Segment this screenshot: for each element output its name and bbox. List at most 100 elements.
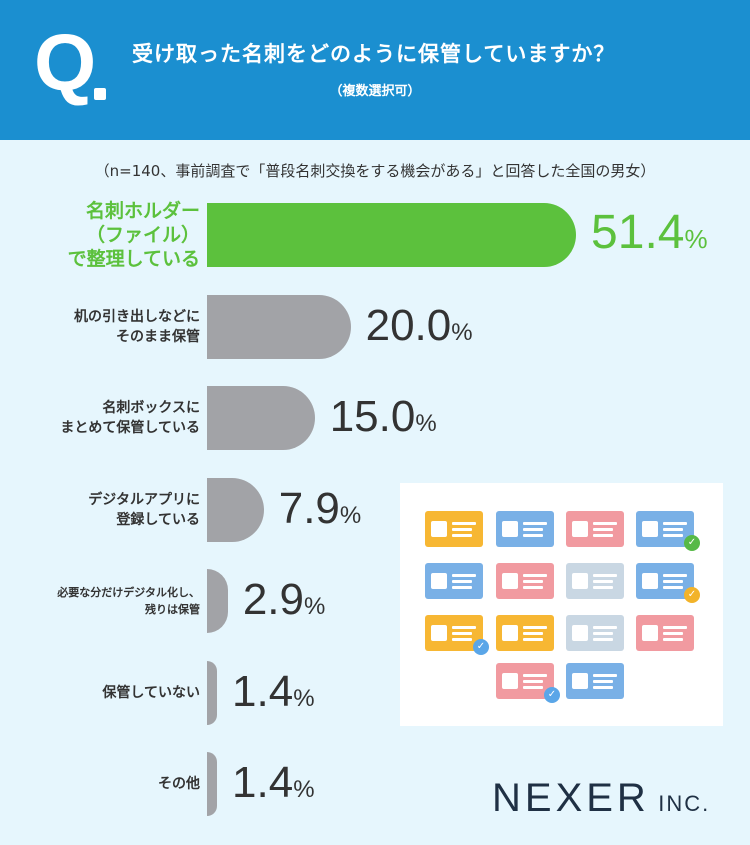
text-line-icon — [593, 574, 617, 577]
value-unit: % — [339, 501, 362, 529]
value-number: 7.9 — [278, 483, 340, 533]
business-card-icon — [566, 511, 624, 547]
avatar-icon — [642, 521, 658, 537]
business-card-icon — [636, 563, 694, 599]
avatar-icon — [431, 521, 447, 537]
avatar-icon — [572, 573, 588, 589]
text-line-icon — [452, 574, 476, 577]
avatar-icon — [642, 573, 658, 589]
text-line-icon — [452, 522, 476, 525]
text-line-icon — [593, 580, 613, 583]
value-unit: % — [303, 593, 326, 620]
business-card-icon — [425, 563, 483, 599]
text-line-icon — [523, 686, 543, 689]
bar — [207, 477, 264, 542]
value-label: 15.0% — [330, 392, 437, 442]
text-line-icon — [452, 534, 472, 537]
business-card-icon — [496, 563, 554, 599]
value-number: 2.9 — [242, 575, 304, 624]
value-number: 1.4 — [232, 666, 294, 716]
sample-note: （n=140、事前調査で「普段名刺交換をする機会がある」と回答した全国の男女） — [94, 162, 656, 180]
text-line-icon — [452, 580, 472, 583]
value-number: 20.0 — [365, 300, 452, 350]
text-line-icon — [663, 586, 683, 589]
text-line-icon — [593, 680, 613, 683]
value-label: 20.0% — [366, 301, 473, 351]
avatar-icon — [502, 573, 518, 589]
text-line-icon — [523, 638, 543, 641]
value-label: 1.4% — [232, 758, 315, 808]
business-card-icon — [636, 615, 694, 651]
value-label: 1.4% — [232, 667, 315, 717]
q-dot — [94, 88, 106, 100]
avatar-icon — [572, 625, 588, 641]
category-label: 机の引き出しなどに そのまま保管 — [74, 308, 200, 345]
text-line-icon — [593, 686, 613, 689]
text-line-icon — [523, 586, 543, 589]
avatar-icon — [431, 625, 447, 641]
value-number: 1.4 — [232, 758, 294, 807]
logo-main: NEXER — [492, 776, 650, 820]
avatar-icon — [502, 521, 518, 537]
check-icon: ✓ — [473, 639, 489, 655]
avatar-icon — [502, 625, 518, 641]
question-header: Q 受け取った名刺をどのように保管していますか？ （複数選択可） — [0, 0, 750, 140]
value-unit: % — [451, 318, 473, 346]
nexer-logo: NEXER INC. — [492, 776, 710, 821]
bar — [207, 203, 577, 267]
avatar-icon — [642, 625, 658, 641]
text-line-icon — [593, 638, 613, 641]
text-line-icon — [523, 574, 547, 577]
value-label: 51.4% — [591, 205, 708, 260]
text-line-icon — [523, 626, 547, 629]
category-label: 必要な分だけデジタル化し、 残りは保管 — [57, 586, 200, 616]
text-line-icon — [452, 638, 472, 641]
business-card-icon — [566, 563, 624, 599]
value-number: 15.0 — [329, 392, 416, 441]
text-line-icon — [523, 680, 543, 683]
text-line-icon — [593, 586, 613, 589]
business-card-icon — [496, 615, 554, 651]
business-card-illustration: ✓ ✓ ✓ ✓ — [400, 483, 723, 726]
text-line-icon — [593, 674, 617, 677]
category-label: 名刺ボックスに まとめて保管している — [60, 400, 200, 436]
category-label: 名刺ホルダー （ファイル） で整理している — [67, 200, 200, 270]
text-line-icon — [593, 534, 613, 537]
category-label: その他 — [158, 776, 200, 792]
text-line-icon — [452, 632, 472, 635]
check-icon: ✓ — [684, 587, 700, 603]
check-icon: ✓ — [544, 687, 560, 703]
avatar-icon — [572, 673, 588, 689]
avatar-icon — [431, 573, 447, 589]
question-subtitle: （複数選択可） — [329, 84, 421, 99]
text-line-icon — [663, 528, 683, 531]
value-label: 2.9% — [243, 575, 326, 625]
bar — [207, 660, 218, 725]
value-unit: % — [293, 684, 315, 712]
value-label: 7.9% — [279, 484, 362, 534]
bar — [207, 294, 351, 359]
question-title: 受け取った名刺をどのように保管していますか？ — [132, 42, 616, 66]
text-line-icon — [452, 528, 472, 531]
avatar-icon — [502, 673, 518, 689]
category-label: 保管していない — [102, 684, 200, 701]
value-unit: % — [415, 410, 437, 437]
text-line-icon — [663, 580, 683, 583]
text-line-icon — [523, 632, 543, 635]
value-unit: % — [684, 224, 708, 254]
text-line-icon — [523, 534, 543, 537]
business-card-icon — [496, 663, 554, 699]
category-label: デジタルアプリに 登録している — [88, 491, 200, 528]
logo-suffix: INC. — [658, 791, 711, 816]
text-line-icon — [452, 626, 476, 629]
q-mark: Q — [34, 18, 97, 107]
text-line-icon — [593, 528, 613, 531]
business-card-icon — [566, 663, 624, 699]
text-line-icon — [523, 522, 547, 525]
text-line-icon — [523, 528, 543, 531]
text-line-icon — [593, 522, 617, 525]
text-line-icon — [663, 638, 683, 641]
avatar-icon — [572, 521, 588, 537]
value-number: 51.4 — [591, 206, 685, 259]
